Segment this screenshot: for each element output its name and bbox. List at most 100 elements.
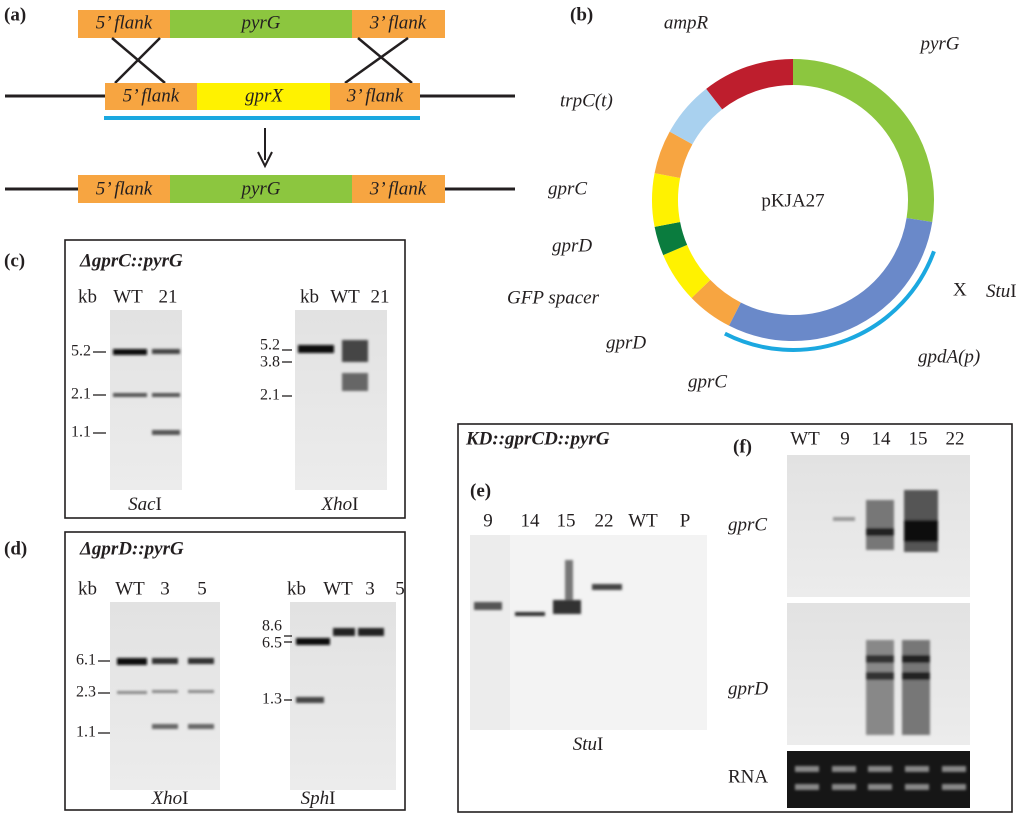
lane-header: 3 (365, 578, 375, 599)
plasmid-segment (654, 221, 688, 256)
lane-header: 14 (872, 428, 892, 449)
size-marker: 2.1 (71, 386, 91, 403)
row-label: RNA (728, 766, 768, 787)
panel-label: (f) (733, 436, 752, 457)
enzyme-italic: Xho (321, 494, 353, 515)
blot (110, 602, 220, 790)
feature-label: gprD (552, 235, 592, 256)
lane-header: 15 (909, 428, 928, 449)
construct-bottom: 5’ flank pyrG 3’ flank (5, 175, 515, 203)
blot-bg (295, 310, 387, 490)
flank (105, 83, 197, 110)
plasmid-segment (663, 244, 711, 298)
enzyme-roman: I (1010, 281, 1016, 302)
bands (795, 766, 966, 790)
lane-header: 15 (557, 510, 576, 531)
bands (296, 628, 384, 703)
feature-label: ampR (664, 12, 709, 33)
feature-label: GFP spacer (507, 287, 600, 308)
lane-header: 3 (160, 578, 170, 599)
flank (330, 83, 420, 110)
blot-bg (510, 535, 707, 730)
probe (723, 250, 936, 352)
panel-label: (b) (570, 4, 593, 25)
enzyme-roman: I (156, 494, 162, 515)
panel-title: ΔgprC::pyrG (79, 250, 183, 271)
label: 5’ flank (96, 178, 153, 199)
blot-bg (110, 602, 220, 790)
feature-label: trpC(t) (560, 90, 613, 111)
enzyme: XhoI (151, 788, 189, 809)
label: 3’ flank (369, 12, 427, 33)
row-label: gprD (728, 678, 768, 699)
size-marker: 1.1 (76, 724, 96, 741)
label: pyrG (239, 178, 280, 199)
enzyme-roman: I (182, 788, 188, 809)
lane-header: kb (78, 286, 97, 307)
lane-header: 9 (483, 510, 493, 531)
site-mark: X (953, 279, 967, 300)
plasmid-segment (654, 131, 693, 179)
panel-box (64, 531, 406, 811)
lane-header: WT (628, 510, 658, 531)
label: pyrG (239, 12, 280, 33)
lane-header: 22 (595, 510, 614, 531)
blot-bg (787, 751, 970, 808)
panel-label: (c) (4, 250, 25, 271)
lane-header: kb (78, 578, 97, 599)
plasmid-segment (792, 59, 934, 223)
panel-label: (a) (4, 4, 26, 25)
marker-ticks (98, 660, 110, 734)
lane-header: WT (330, 286, 360, 307)
rna-gel (787, 751, 970, 808)
bands (833, 490, 938, 552)
lane-header: 14 (521, 510, 541, 531)
enzyme-roman: I (597, 734, 603, 755)
feature-label: pyrG (918, 33, 959, 54)
panel-title: ΔgprD::pyrG (79, 538, 184, 559)
crossover (111, 36, 413, 85)
label: 3’ flank (369, 178, 427, 199)
enzyme: SphI (301, 788, 336, 809)
flank (78, 175, 170, 203)
lane-header: 21 (159, 286, 178, 307)
marker-ticks (93, 351, 106, 434)
panel-box (64, 239, 406, 519)
size-marker: 1.1 (71, 424, 91, 441)
bands (474, 560, 622, 616)
enzyme-roman: I (352, 494, 358, 515)
lane-header: WT (115, 578, 145, 599)
size-marker: 6.5 (262, 635, 282, 652)
flank (78, 10, 170, 38)
lane-header: WT (323, 578, 353, 599)
plasmid-segment (669, 88, 723, 145)
enzyme-italic: Stu (573, 734, 597, 755)
size-marker: 6.1 (76, 652, 96, 669)
blot (470, 535, 707, 730)
lane-header: 5 (197, 578, 207, 599)
blot (290, 602, 396, 790)
feature-label: gpdA(p) (918, 346, 980, 367)
enzyme: SacI (128, 494, 162, 515)
plasmid-segment (691, 279, 742, 326)
construct-top: 5’ flank pyrG 3’ flank (78, 10, 445, 38)
gene (170, 175, 352, 203)
marker-ticks (284, 635, 292, 701)
plasmid-map (652, 59, 936, 352)
bands (866, 640, 930, 735)
enzyme-italic: Xho (151, 788, 183, 809)
lane-header: 21 (371, 286, 390, 307)
enzyme: StuI (573, 734, 604, 755)
marker-ticks (282, 349, 292, 397)
site-enzyme: StuI (986, 281, 1017, 302)
size-marker: 8.6 (262, 618, 282, 635)
blot-bg (110, 310, 182, 490)
blot (295, 310, 387, 490)
size-marker: 1.3 (262, 691, 282, 708)
label: gprX (245, 85, 284, 106)
plasmid-segment (652, 173, 681, 227)
blot (787, 455, 970, 597)
row-label: gprC (728, 514, 767, 535)
